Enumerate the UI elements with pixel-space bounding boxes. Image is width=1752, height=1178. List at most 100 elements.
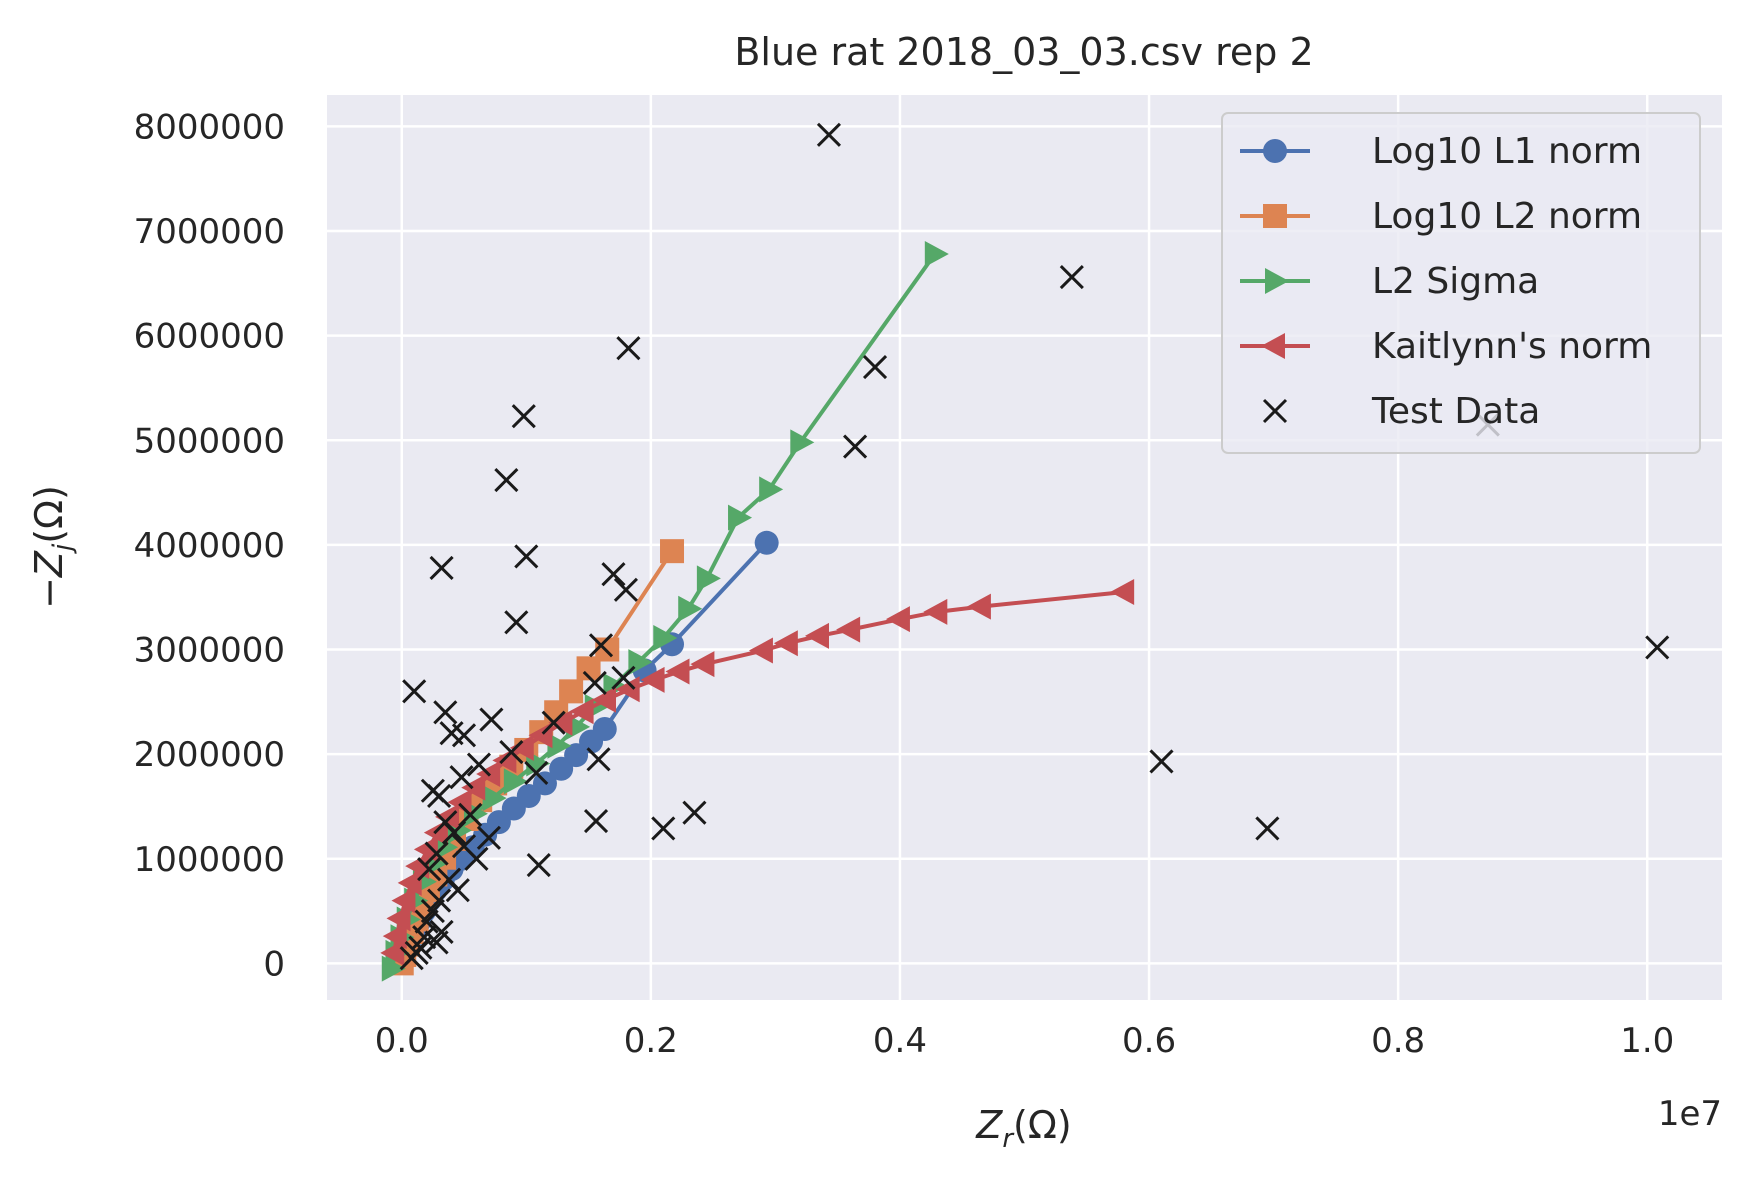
data-point bbox=[466, 752, 492, 777]
legend-swatch-marker bbox=[1265, 268, 1289, 294]
legend-frame bbox=[1221, 112, 1701, 454]
data-point bbox=[504, 610, 529, 635]
data-point bbox=[615, 676, 640, 703]
data-point bbox=[583, 809, 609, 834]
legend-label: Kaitlynn's norm bbox=[1372, 326, 1652, 367]
data-point bbox=[885, 606, 910, 633]
data-point-stroke-b bbox=[441, 820, 467, 845]
data-point bbox=[592, 686, 616, 713]
data-point bbox=[548, 709, 573, 736]
data-point bbox=[511, 404, 536, 429]
data-point bbox=[924, 241, 949, 268]
legend-label: Log10 L1 norm bbox=[1372, 131, 1642, 172]
y-tick-label: 3000000 bbox=[134, 631, 285, 671]
legend-item: Test Data bbox=[1262, 391, 1540, 432]
data-point bbox=[435, 803, 460, 830]
x-axis-label-sub: r bbox=[1002, 1124, 1015, 1154]
data-point-stroke-b bbox=[651, 816, 676, 841]
data-point-stroke-b bbox=[464, 846, 489, 871]
data-point bbox=[382, 923, 407, 950]
x-offset-text: 1e7 bbox=[1658, 1094, 1722, 1134]
data-point-stroke-b bbox=[499, 739, 524, 765]
data-point-stroke-b bbox=[601, 562, 626, 587]
data-point-stroke-b bbox=[504, 610, 529, 635]
y-tick-label: 4000000 bbox=[134, 526, 285, 566]
legend-label: Test Data bbox=[1371, 391, 1540, 432]
data-point bbox=[601, 562, 626, 587]
data-point-stroke-b bbox=[451, 834, 477, 859]
data-point-stroke-b bbox=[616, 336, 641, 361]
data-point bbox=[588, 633, 614, 658]
legend-swatch-marker-stroke-b bbox=[1262, 398, 1288, 424]
data-point-stroke-b bbox=[541, 710, 566, 735]
data-point-stroke-b bbox=[399, 946, 424, 971]
data-point bbox=[526, 852, 551, 878]
y-axis-label-unit: (Ω) bbox=[27, 485, 71, 544]
legend-item: Kaitlynn's norm bbox=[1240, 326, 1652, 367]
data-point-stroke-b bbox=[583, 809, 609, 834]
data-point bbox=[586, 747, 611, 772]
data-point bbox=[611, 665, 636, 690]
data-point bbox=[613, 577, 638, 602]
data-point bbox=[509, 734, 534, 761]
data-point bbox=[582, 670, 607, 696]
data-point bbox=[445, 878, 470, 903]
data-point-stroke-b bbox=[494, 467, 519, 493]
data-point bbox=[696, 565, 721, 592]
data-point bbox=[380, 939, 405, 966]
data-point bbox=[1059, 264, 1084, 290]
data-point bbox=[1149, 749, 1174, 774]
data-point bbox=[402, 679, 427, 704]
data-point bbox=[728, 504, 753, 531]
data-point-stroke-b bbox=[466, 752, 492, 777]
data-point bbox=[524, 760, 549, 786]
data-point-stroke-b bbox=[586, 747, 611, 772]
data-point-stroke-b bbox=[582, 670, 607, 696]
data-point-stroke-b bbox=[451, 723, 477, 748]
data-point bbox=[479, 707, 504, 732]
data-point-stroke-b bbox=[479, 707, 504, 732]
data-point-stroke-b bbox=[682, 800, 707, 825]
data-point bbox=[494, 467, 519, 493]
data-point bbox=[862, 354, 888, 380]
data-point bbox=[843, 434, 868, 459]
data-point-stroke-b bbox=[433, 700, 458, 725]
x-tick-label: 0.6 bbox=[1122, 1021, 1176, 1061]
data-point-stroke-b bbox=[445, 878, 470, 903]
data-point bbox=[464, 846, 489, 871]
x-tick-label: 0.2 bbox=[624, 1021, 678, 1061]
data-point bbox=[476, 825, 501, 850]
x-axis-label: Zr(Ω) bbox=[975, 1103, 1071, 1154]
data-point-stroke-b bbox=[476, 825, 501, 850]
data-point-stroke-b bbox=[816, 122, 842, 147]
data-point-stroke-b bbox=[611, 665, 636, 690]
y-tick-label: 7000000 bbox=[134, 212, 285, 252]
x-tick-label: 0.0 bbox=[375, 1021, 429, 1061]
data-point bbox=[653, 625, 678, 651]
data-point bbox=[405, 853, 430, 880]
data-point bbox=[547, 732, 572, 759]
data-point-stroke-b bbox=[1149, 749, 1174, 774]
data-point bbox=[690, 651, 715, 678]
data-point-stroke-b bbox=[424, 930, 449, 955]
data-point-stroke-b bbox=[524, 760, 549, 786]
legend: Log10 L1 norm Log10 L2 norm L2 Sigma Kaitly… bbox=[1221, 112, 1701, 454]
data-point-stroke-b bbox=[449, 765, 474, 790]
data-point bbox=[461, 774, 486, 801]
data-point-stroke-b bbox=[417, 857, 442, 882]
legend-label: Log10 L2 norm bbox=[1372, 196, 1642, 237]
data-point bbox=[399, 946, 424, 971]
legend-item: L2 Sigma bbox=[1240, 261, 1539, 302]
y-axis-label: −Zj(Ω) bbox=[27, 485, 78, 609]
y-tick-label: 6000000 bbox=[134, 317, 285, 357]
series-3 bbox=[380, 578, 1135, 966]
data-point-stroke-b bbox=[843, 434, 868, 459]
y-tick-label: 8000000 bbox=[134, 107, 285, 147]
grid-lines bbox=[327, 95, 1722, 1000]
data-point-stroke-b bbox=[439, 721, 464, 746]
x-axis-label-main: Z bbox=[975, 1103, 1003, 1147]
data-point bbox=[429, 555, 454, 580]
data-point bbox=[1645, 635, 1670, 660]
data-point bbox=[413, 836, 438, 863]
